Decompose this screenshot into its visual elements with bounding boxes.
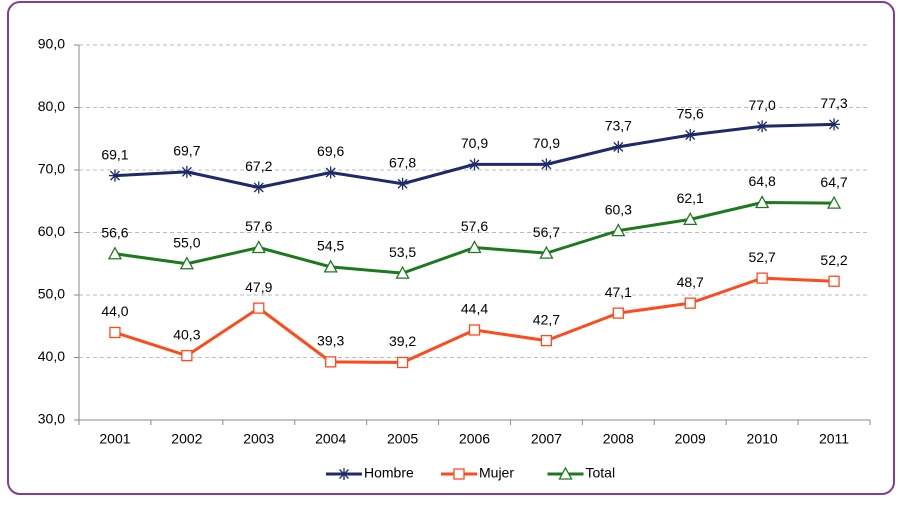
data-point — [396, 356, 409, 369]
legend-marker — [558, 466, 573, 480]
data-label: 70,9 — [533, 135, 560, 151]
data-label: 64,8 — [749, 173, 776, 189]
data-point — [539, 245, 554, 259]
data-label: 40,3 — [173, 326, 200, 342]
data-point — [323, 259, 338, 273]
data-point — [251, 240, 266, 254]
x-tick-label: 2001 — [99, 431, 130, 447]
data-label: 56,7 — [533, 224, 560, 240]
data-label: 77,0 — [749, 97, 776, 113]
data-point — [107, 246, 123, 260]
x-tick-label: 2005 — [387, 431, 418, 447]
data-label: 52,7 — [749, 249, 776, 265]
data-label: 44,4 — [461, 301, 488, 317]
data-point — [324, 166, 337, 179]
data-label: 75,6 — [677, 106, 704, 122]
x-tick-label: 2011 — [819, 431, 849, 447]
frame — [7, 1, 895, 495]
legend-marker — [338, 468, 350, 480]
data-label: 54,5 — [317, 238, 344, 254]
data-label: 67,2 — [245, 158, 272, 174]
x-tick-label: 2004 — [315, 431, 346, 447]
y-tick-label: 70,0 — [38, 161, 65, 177]
data-label: 57,6 — [245, 218, 272, 234]
data-label: 56,6 — [101, 224, 128, 240]
data-point — [325, 356, 337, 368]
data-point — [756, 120, 769, 133]
data-point — [467, 240, 482, 254]
data-label: 57,6 — [461, 218, 488, 234]
data-point — [108, 169, 121, 182]
data-label: 69,7 — [173, 143, 200, 159]
data-point — [179, 256, 194, 270]
legend-label: Total — [586, 465, 616, 481]
data-label: 73,7 — [605, 118, 632, 134]
x-tick-label: 2007 — [531, 431, 562, 447]
y-tick-label: 80,0 — [38, 98, 65, 114]
x-tick-label: 2008 — [603, 431, 634, 447]
data-point — [109, 326, 121, 339]
data-label: 62,1 — [677, 190, 704, 206]
y-tick-label: 60,0 — [38, 223, 65, 239]
data-label: 39,3 — [317, 333, 344, 349]
x-tick-label: 2009 — [675, 431, 706, 447]
data-label: 69,6 — [317, 143, 344, 159]
data-point — [612, 307, 624, 319]
y-tick-label: 40,0 — [38, 348, 65, 364]
data-point — [180, 165, 193, 178]
data-label: 70,9 — [461, 135, 488, 151]
data-label: 77,3 — [820, 95, 847, 111]
data-point — [252, 181, 265, 194]
data-point — [395, 265, 410, 279]
data-point — [828, 275, 840, 287]
data-label: 67,8 — [389, 154, 416, 170]
y-tick-label: 50,0 — [38, 286, 65, 302]
data-point — [611, 223, 626, 237]
data-point — [756, 272, 768, 284]
data-point — [612, 140, 625, 153]
y-tick-label: 30,0 — [38, 411, 65, 427]
legend-label: Mujer — [479, 465, 514, 481]
data-point — [181, 349, 193, 362]
data-label: 47,9 — [245, 279, 272, 295]
data-point — [468, 158, 481, 171]
data-label: 52,2 — [820, 252, 847, 268]
legend-marker — [453, 468, 465, 480]
data-label: 48,7 — [677, 274, 704, 290]
data-label: 60,3 — [605, 201, 632, 217]
data-point — [253, 302, 265, 314]
data-point — [828, 118, 841, 131]
data-label: 55,0 — [173, 234, 200, 250]
data-point — [396, 177, 409, 190]
data-point — [540, 158, 553, 171]
y-tick-label: 90,0 — [38, 36, 65, 52]
data-label: 42,7 — [533, 311, 560, 327]
data-label: 44,0 — [101, 303, 128, 319]
data-point — [684, 297, 696, 309]
data-label: 64,7 — [820, 174, 847, 190]
data-point — [540, 334, 553, 347]
x-tick-label: 2010 — [747, 431, 778, 447]
data-point — [683, 212, 698, 226]
data-point — [468, 324, 481, 336]
data-point — [826, 195, 842, 209]
data-label: 39,2 — [389, 333, 416, 349]
x-tick-label: 2003 — [243, 431, 274, 447]
x-tick-label: 2002 — [171, 431, 202, 447]
legend-label: Hombre — [364, 465, 414, 481]
data-label: 53,5 — [389, 244, 416, 260]
data-point — [755, 195, 770, 209]
data-point — [684, 129, 697, 141]
data-label: 69,1 — [101, 146, 128, 162]
data-label: 47,1 — [605, 284, 632, 300]
x-tick-label: 2006 — [459, 431, 490, 447]
